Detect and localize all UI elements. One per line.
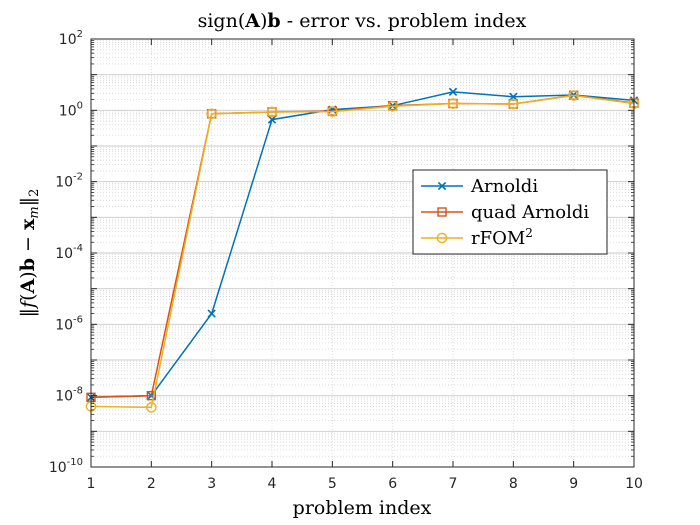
y-tick-label: 10-8	[55, 386, 83, 405]
data-point-circle-marker	[206, 108, 217, 120]
legend-label: quad Arnoldi	[471, 202, 589, 223]
x-tick-label: 10	[625, 476, 643, 492]
series-line	[90, 91, 635, 399]
data-point-x-marker	[207, 309, 216, 318]
x-tick-label: 9	[569, 476, 578, 492]
data-point-x-marker	[448, 87, 458, 97]
tick-labels: 10-10 10-8 10-6 10-4 10-2 100 102 1 2 3 4 5 6 7 8 9 10	[49, 29, 643, 492]
x-tick-label: 4	[268, 476, 277, 492]
data-point-x-marker	[437, 181, 447, 191]
x-tick-label: 5	[328, 476, 337, 492]
legend-item: rFOM2	[421, 226, 533, 249]
legend-item: quad Arnoldi	[421, 202, 589, 223]
data-point-square-marker	[146, 390, 157, 401]
y-tick-label: 100	[59, 100, 83, 119]
data-point-circle-marker	[447, 98, 459, 109]
x-tick-label: 1	[87, 476, 96, 492]
data-point-circle-marker	[387, 100, 398, 112]
data-point-x-marker	[267, 115, 277, 124]
data-point-circle-marker	[146, 402, 157, 413]
legend-label: rFOM2	[471, 226, 533, 249]
y-tick-label: 10-10	[49, 457, 83, 476]
legend-label: Arnoldi	[470, 176, 538, 197]
data-point-circle-marker	[436, 232, 448, 244]
data-point-circle-marker	[568, 90, 579, 101]
x-tick-label: 2	[147, 476, 156, 492]
y-tick-label: 102	[59, 29, 83, 48]
data-point-circle-marker	[266, 106, 278, 118]
data-point-x-marker	[509, 92, 518, 101]
y-tick-label: 10-6	[55, 314, 83, 333]
ticks	[90, 38, 635, 468]
x-tick-label: 3	[207, 476, 216, 492]
series-layer	[85, 87, 640, 413]
x-tick-label: 7	[449, 476, 458, 492]
data-point-circle-marker	[508, 98, 519, 110]
legend-item: Arnoldi	[421, 176, 538, 197]
y-tick-label: 10-2	[55, 172, 83, 191]
data-point-square-marker	[437, 207, 447, 217]
series-line	[90, 94, 635, 409]
x-tick-label: 8	[509, 476, 518, 492]
chart-title: sign(A)b - error vs. problem index	[198, 10, 527, 32]
legend: Arnoldi quad Arnoldi rFOM2	[412, 169, 608, 255]
y-tick-label: 10-4	[55, 243, 83, 262]
data-point-circle-marker	[327, 106, 338, 117]
legend-box	[412, 169, 608, 255]
y-axis-label: ‖f(A)b − xm‖2	[17, 189, 42, 318]
x-tick-label: 6	[388, 476, 397, 492]
x-axis-label: problem index	[293, 497, 432, 519]
